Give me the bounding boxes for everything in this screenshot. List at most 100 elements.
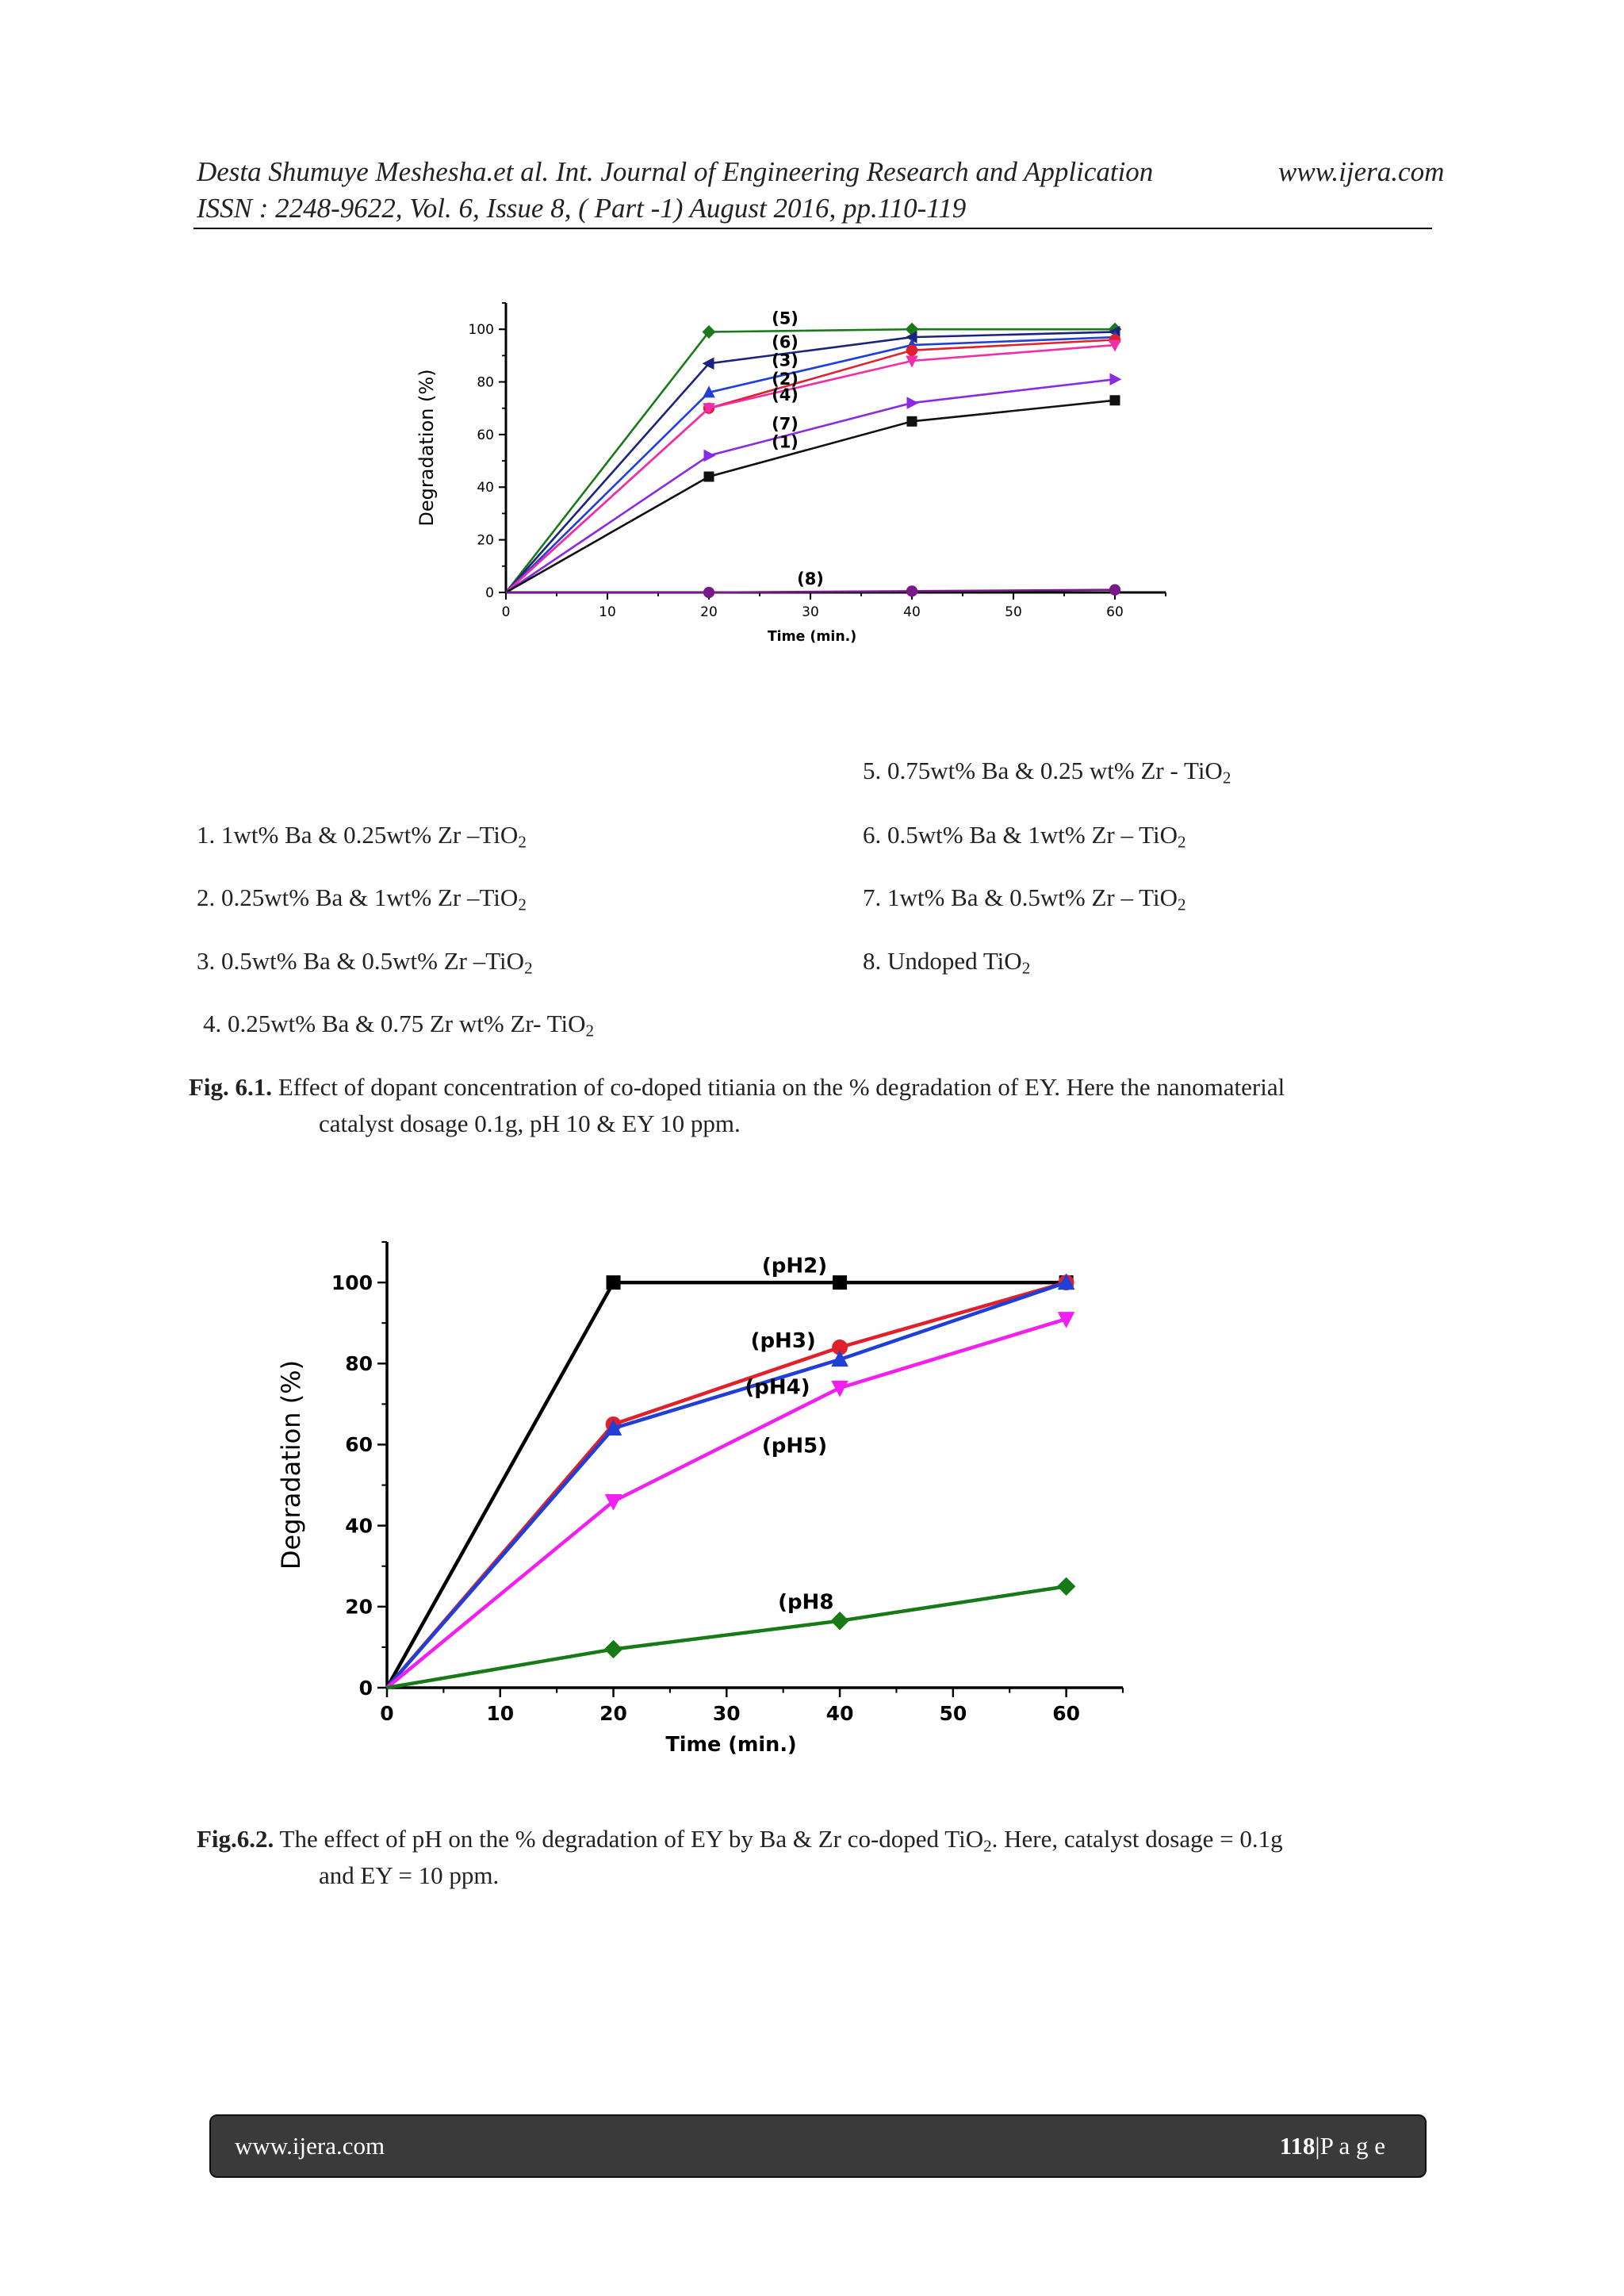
series-annotation: (4): [772, 385, 799, 404]
data-point: [906, 355, 918, 368]
running-header-citation: Desta Shumuye Meshesha.et al. Int. Journ…: [197, 156, 1154, 187]
series-0: [504, 322, 1122, 593]
data-point: [830, 1612, 849, 1631]
series-4: [505, 339, 1121, 593]
series-annotation: (6): [772, 332, 799, 351]
data-point: [905, 331, 917, 343]
data-point: [832, 1339, 848, 1355]
y-tick-label: 0: [485, 585, 494, 601]
series-line: [386, 1585, 1067, 1690]
data-point: [703, 403, 715, 416]
series-7: [506, 584, 1121, 599]
page-footer-bar: www.ijera.com 118|P a g e: [209, 2114, 1427, 2178]
y-tick-label: 20: [345, 1596, 373, 1619]
series-annotation: (2): [772, 370, 799, 389]
legend-item-2: 2. 0.25wt% Ba & 1wt% Zr –TiO2: [197, 884, 527, 914]
header-rule: [193, 228, 1432, 229]
data-point: [833, 1275, 848, 1290]
y-tick-label: 100: [469, 322, 494, 338]
data-point: [906, 397, 919, 409]
series-3: [385, 1312, 1075, 1689]
y-tick-label: 60: [477, 427, 494, 443]
x-tick-label: 20: [700, 604, 718, 620]
x-tick-label: 20: [599, 1702, 627, 1725]
legend-item-3: 3. 0.5wt% Ba & 0.5wt% Zr –TiO2: [197, 947, 533, 978]
footer-page-number: 118|P a g e: [1279, 2132, 1385, 2160]
data-point: [1109, 395, 1120, 406]
series-annotation: (pH4): [745, 1376, 810, 1400]
figure-6-2-caption: Fig.6.2. The effect of pH on the % degra…: [197, 1825, 1283, 1889]
series-4: [386, 1577, 1076, 1690]
running-header-url: www.ijera.com: [1278, 156, 1445, 187]
series-annotation: (pH2): [762, 1254, 827, 1278]
series-1: [385, 1274, 1074, 1689]
legend-item-1: 1. 1wt% Ba & 0.25wt% Zr –TiO2: [197, 821, 527, 852]
data-point: [1109, 339, 1121, 352]
series-6: [505, 395, 1120, 594]
data-point: [604, 1493, 622, 1511]
series-annotation: (1): [772, 433, 799, 452]
data-point: [703, 471, 714, 482]
data-point: [702, 357, 714, 370]
data-point: [606, 1275, 621, 1290]
data-point: [604, 1419, 622, 1436]
data-point: [1057, 1273, 1075, 1290]
y-tick-label: 0: [359, 1677, 373, 1700]
y-tick-label: 80: [345, 1352, 373, 1375]
data-point: [703, 449, 716, 462]
y-tick-label: 60: [345, 1433, 373, 1456]
data-point: [906, 416, 917, 427]
data-point: [1109, 584, 1121, 596]
data-point: [1109, 373, 1122, 386]
x-tick-label: 0: [380, 1702, 393, 1725]
data-point: [703, 385, 715, 398]
data-point: [702, 325, 716, 339]
x-tick-label: 40: [903, 604, 921, 620]
figure-6-1-chart: 0 10 20 30 40 50 60 0 20 40 60 80 100 Time (min.) Degr…: [416, 302, 1166, 645]
data-point: [906, 344, 918, 356]
axes: 0 10 20 30 40 50 60 0 20 40 60 80 100 Time (min.) Degr…: [276, 1240, 1124, 1757]
data-point: [906, 585, 918, 597]
x-axis-label: Time (min.): [665, 1733, 796, 1757]
series-annotation: (5): [772, 309, 799, 328]
series-line: [505, 335, 1116, 593]
series-annotation: (7): [772, 414, 799, 433]
x-tick-label: 10: [486, 1702, 514, 1725]
y-axis-label: Degradation (%): [416, 369, 438, 526]
figure-6-2-chart: 0 10 20 30 40 50 60 0 20 40 60 80 100 Time (min.) Degr…: [276, 1240, 1124, 1757]
series-0: [385, 1275, 1074, 1689]
legend-item-4: 4. 0.25wt% Ba & 0.75 Zr wt% Zr- TiO2: [203, 1010, 594, 1041]
y-tick-label: 20: [477, 533, 494, 549]
series-2: [505, 330, 1121, 593]
series-line: [385, 1280, 1067, 1689]
y-tick-label: 40: [477, 480, 494, 496]
x-tick-label: 50: [939, 1702, 967, 1725]
data-point: [1057, 1312, 1075, 1328]
series-3: [505, 334, 1121, 593]
series-line: [385, 1317, 1067, 1689]
series-annotation: (pH8: [778, 1590, 833, 1614]
y-tick-label: 80: [477, 374, 494, 390]
series-line: [505, 331, 1116, 593]
running-header-issn: ISSN : 2248-9622, Vol. 6, Issue 8, ( Par…: [197, 193, 967, 224]
figure-6-1-caption: Fig. 6.1. Effect of dopant concentration…: [189, 1073, 1285, 1137]
series-line: [505, 378, 1116, 594]
x-tick-label: 30: [713, 1702, 741, 1725]
series-line: [506, 588, 1116, 594]
legend-item-5: 5. 0.75wt% Ba & 0.25 wt% Zr - TiO2: [863, 757, 1231, 788]
series-1: [505, 325, 1120, 593]
x-tick-label: 30: [802, 604, 819, 620]
x-tick-label: 50: [1005, 604, 1022, 620]
x-tick-label: 60: [1106, 604, 1124, 620]
series-line: [505, 343, 1116, 593]
series-5: [505, 373, 1122, 594]
series-line: [385, 1280, 1067, 1689]
series-line: [505, 339, 1116, 593]
series-2: [385, 1273, 1075, 1689]
footer-url: www.ijera.com: [235, 2132, 385, 2160]
series-line: [504, 328, 1115, 593]
data-point: [1056, 1577, 1076, 1596]
x-axis-label: Time (min.): [768, 629, 856, 645]
x-tick-label: 0: [502, 604, 511, 620]
y-tick-label: 40: [345, 1514, 373, 1537]
